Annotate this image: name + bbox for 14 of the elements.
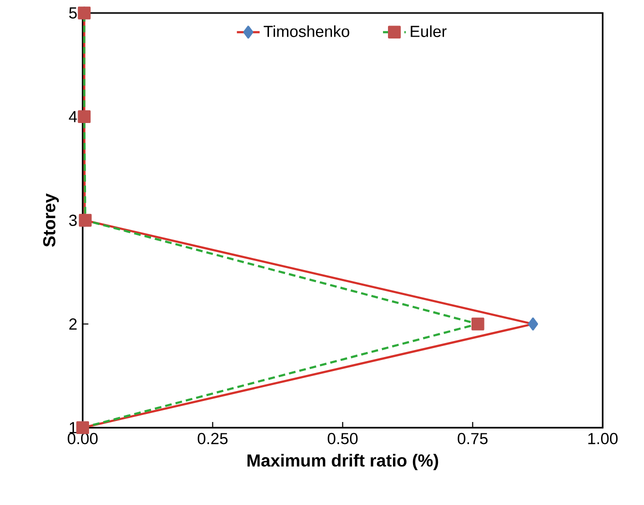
y-tick-label: 5 <box>69 7 77 19</box>
y-tick-label: 4 <box>68 111 77 122</box>
y-tick-label: 1 <box>70 422 77 434</box>
x-tick-label: 0.50 <box>328 432 358 444</box>
x-tick-label: 1.00 <box>588 432 618 444</box>
y-tick-label: 3 <box>69 214 77 226</box>
x-tick-label: 0.25 <box>198 432 228 444</box>
legend-label: Euler <box>410 25 447 38</box>
x-tick-label: 0.00 <box>68 432 98 444</box>
x-tick-label: 0.75 <box>458 432 488 444</box>
x-axis-title: Maximum drift ratio (%) <box>248 454 438 470</box>
y-tick-label: 2 <box>69 318 77 330</box>
legend-label: Timoshenko <box>264 25 350 38</box>
y-axis-title: Storey <box>43 193 59 247</box>
